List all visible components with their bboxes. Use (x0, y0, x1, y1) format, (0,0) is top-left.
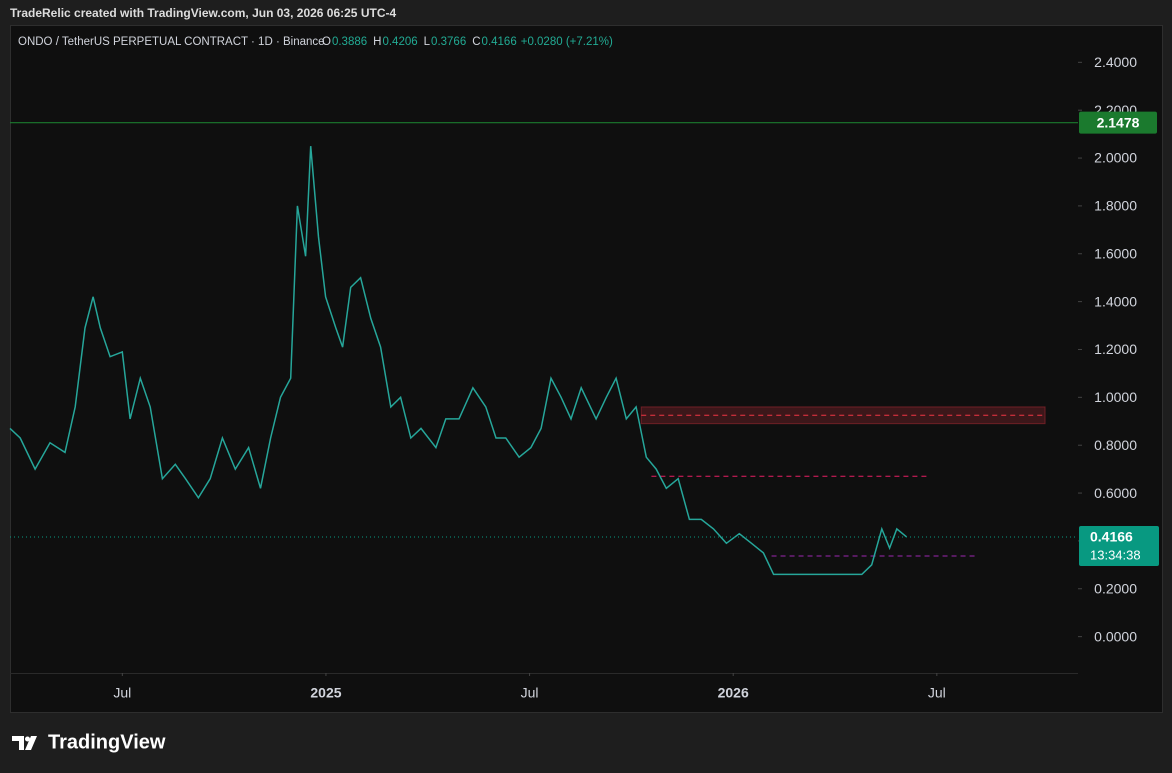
ohlc-value: 0.4166 (482, 36, 517, 48)
chart-panel (10, 25, 1163, 713)
x-tick-label: Jul (113, 685, 131, 701)
ohlc-key: H (373, 36, 381, 48)
y-tick-label: 1.2000 (1094, 341, 1137, 357)
plot (9, 122, 1078, 576)
symbol-title: ONDO / TetherUS PERPETUAL CONTRACT · 1D … (18, 36, 325, 48)
y-tick-label: 1.6000 (1094, 245, 1137, 261)
level-label: 2.1478 (1097, 114, 1140, 130)
y-tick-label: 2.4000 (1094, 54, 1137, 70)
axes: 0.00000.20000.40000.60000.80001.00001.20… (113, 54, 1159, 701)
ohlc-value: 0.4206 (382, 36, 417, 48)
ohlc-key: L (424, 36, 431, 48)
ohlc-key: C (472, 36, 480, 48)
last-price-label: 0.4166 (1090, 529, 1133, 545)
ohlc-legend: O 0.3886 H 0.4206 L 0.3766 C 0.4166 +0.0280 (+7.… (322, 36, 613, 48)
y-tick-label: 1.0000 (1094, 389, 1137, 405)
last-price-bg (1079, 525, 1159, 566)
x-tick-label: Jul (521, 685, 539, 701)
ohlc-key: O (322, 36, 331, 48)
ohlc-change: +0.0280 (+7.21%) (521, 36, 613, 48)
ohlc-value: 0.3766 (431, 36, 466, 48)
y-tick-label: 2.0000 (1094, 150, 1137, 166)
brand: TradingView (48, 731, 166, 753)
y-tick-label: 0.8000 (1094, 437, 1137, 453)
y-tick-label: 0.2000 (1094, 580, 1137, 596)
price-line (9, 146, 908, 576)
x-tick-label: 2025 (310, 685, 341, 701)
level-label-bg (1079, 111, 1157, 134)
brand-logo (12, 736, 37, 750)
credit: TradeRelic created with TradingView.com,… (10, 6, 396, 20)
countdown: 13:34:38 (1090, 547, 1141, 562)
y-tick-label: 1.4000 (1094, 293, 1137, 309)
y-tick-label: 0.6000 (1094, 485, 1137, 501)
y-tick-label: 0.0000 (1094, 628, 1137, 644)
x-tick-label: 2026 (718, 685, 749, 701)
ohlc-value: 0.3886 (332, 36, 367, 48)
y-tick-label: 1.8000 (1094, 198, 1137, 214)
x-tick-label: Jul (928, 685, 946, 701)
